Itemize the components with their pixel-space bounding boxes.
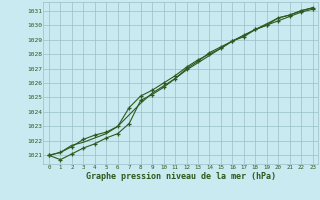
- X-axis label: Graphe pression niveau de la mer (hPa): Graphe pression niveau de la mer (hPa): [86, 172, 276, 181]
